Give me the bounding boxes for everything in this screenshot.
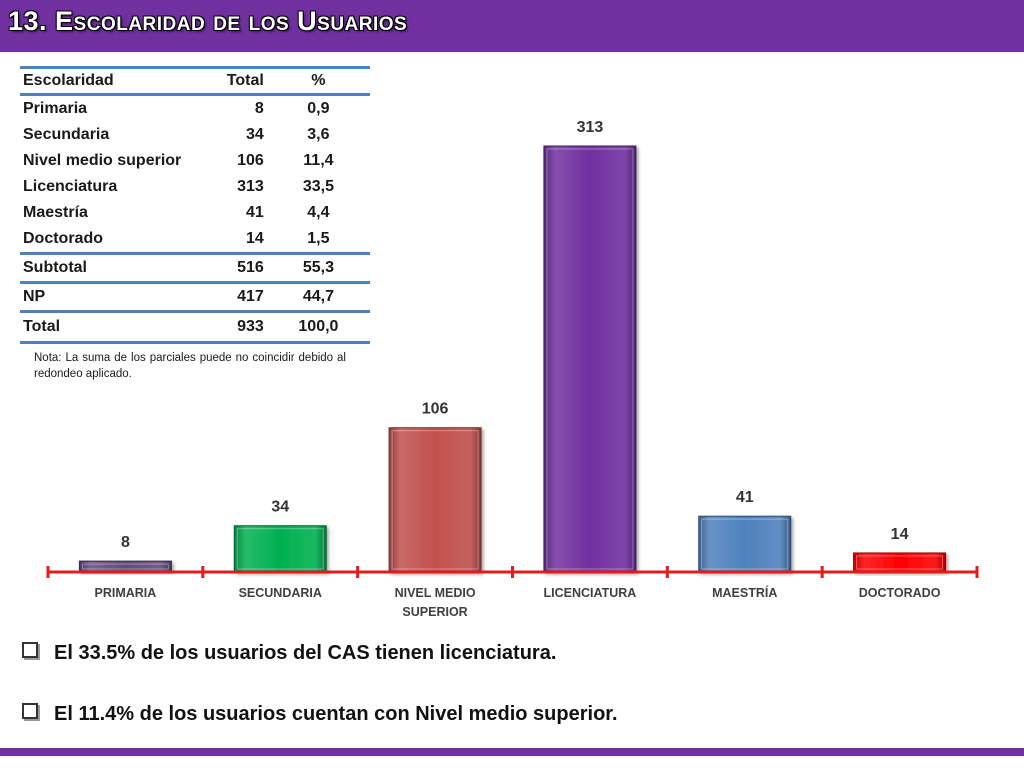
bar-chart: 8 PRIMARIA 34 SECUNDARIA 106 NIVEL MEDIO SUPER… [46,119,979,619]
table-cell: Licenciatura [23,178,118,195]
table-cell: 516 [203,252,267,283]
table-cell: Total [20,310,204,344]
table-row-np: NP 417 44,7 [20,281,370,312]
bullet-item: El 33.5% de los usuarios del CAS tienen … [22,642,556,665]
table-row: Secundaria 34 3,6 [20,122,370,148]
bar-bevel [546,148,634,570]
table-cell: Nivel medio superior [23,152,182,169]
table-cell: 3,6 [307,126,330,143]
data-label: 34 [271,499,289,516]
table-row: Doctorado 14 1,5 [20,226,370,254]
bar-bevel [856,555,944,570]
table-cell: 11,4 [303,152,334,169]
checkbox-bullet-icon [22,703,38,719]
table-row-subtotal: Subtotal 516 55,3 [20,252,370,283]
table-row: Primaria 8 0,9 [20,95,370,123]
data-label: 106 [422,401,449,418]
bar-bevel [391,430,479,570]
table-cell: Doctorado [23,230,103,247]
table-header-row: Escolaridad Total % [20,66,370,96]
table-cell: 55,3 [266,252,370,283]
table-cell: 33,5 [302,178,334,195]
table-header: Escolaridad [20,66,204,96]
x-axis [46,566,979,578]
table-cell: 106 [237,152,264,169]
table-cell: Subtotal [20,252,204,283]
data-label: 8 [121,534,130,551]
tick-label: SECUNDARIA [239,586,322,600]
data-table: Escolaridad Total % Primaria 8 0,9 Secun… [20,66,370,344]
bullet-text: El 33.5% de los usuarios del CAS tienen … [54,642,557,664]
bar-bevel [701,518,789,570]
bar [543,145,637,573]
table-row: Licenciatura 313 33,5 [20,174,370,200]
table-cell: 14 [246,230,264,247]
table-cell: 100,0 [266,310,370,344]
data-label: 14 [891,526,909,543]
bullet-text: El 11.4% de los usuarios cuentan con Niv… [54,703,618,725]
table-cell: 1,5 [307,230,330,247]
bars [78,145,947,573]
table-row: Nivel medio superior 106 11,4 [20,148,370,174]
table-cell: 313 [237,178,264,195]
table-cell: NP [20,281,204,312]
table-row: Maestría 41 4,4 [20,200,370,226]
table-cell: Secundaria [23,126,110,143]
table-cell: 933 [203,310,267,344]
checkbox-bullet-icon [22,642,38,658]
tick-label: SUPERIOR [402,605,467,619]
data-label: 313 [577,119,604,136]
table-cell: Maestría [23,204,88,221]
tick-label: NIVEL MEDIO [395,586,476,600]
slide-title: 13. Escolaridad de los Usuarios [8,6,408,36]
table-header: Total [203,66,267,96]
bar [698,515,792,573]
table-cell: Primaria [23,100,88,117]
bottom-bar [0,748,1024,756]
table-cell: 4,4 [307,204,330,221]
bar [388,427,482,573]
table-cell: 34 [246,126,264,143]
table-cell: 417 [203,281,267,312]
bar [233,525,327,573]
table-header: % [266,66,370,96]
table-cell: 41 [246,204,264,221]
table-cell: 0,9 [307,100,330,117]
labels: 8 PRIMARIA 34 SECUNDARIA 106 NIVEL MEDIO SUPER… [95,119,941,619]
tick-label: MAESTRÍA [712,585,777,600]
bullet-item: El 11.4% de los usuarios cuentan con Niv… [22,703,618,726]
data-label: 41 [736,489,754,506]
bar [78,560,172,573]
table-note: Nota: La suma de los parciales puede no … [34,352,346,380]
table-cell: 44,7 [266,281,370,312]
bar-bevel [81,563,169,570]
tick-label: DOCTORADO [859,586,941,600]
tick-label: LICENCIATURA [544,586,637,600]
tick-label: PRIMARIA [95,586,157,600]
title-bar: 13. Escolaridad de los Usuarios [0,0,1024,52]
table-row-total: Total 933 100,0 [20,310,370,344]
table-cell: 8 [254,100,264,117]
bar-bevel [236,528,324,570]
